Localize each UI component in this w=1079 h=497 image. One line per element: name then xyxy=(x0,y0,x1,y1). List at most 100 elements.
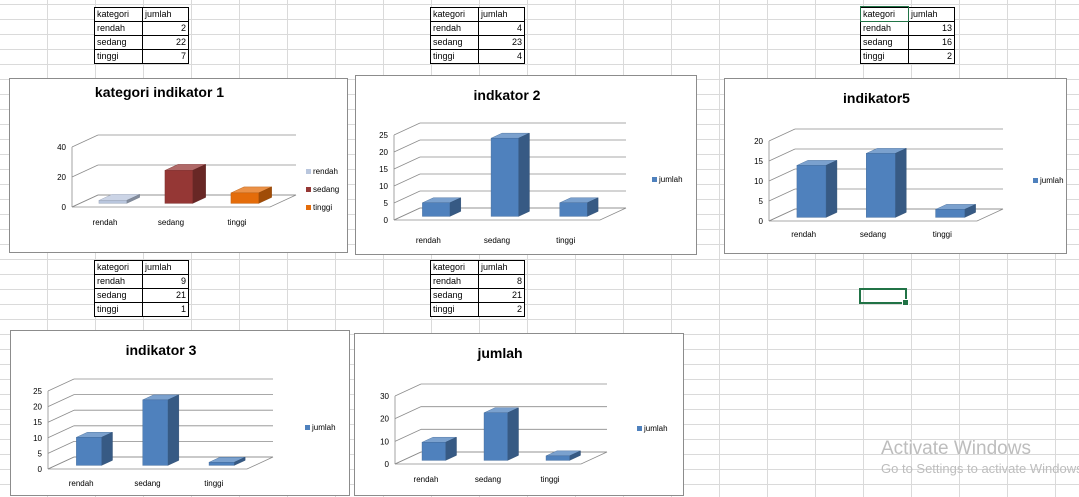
table-header-cell[interactable]: kategori xyxy=(430,7,479,22)
legend-label: jumlah xyxy=(1039,176,1064,185)
legend-label: tinggi xyxy=(313,203,332,212)
table-header-cell[interactable]: kategori xyxy=(430,260,479,275)
chart-indkator-2[interactable]: indkator 2 0 5 10 15 20 25 rendah sedang tinggi ju… xyxy=(355,75,697,255)
bar-front xyxy=(935,209,965,218)
bar-sedang[interactable] xyxy=(142,394,180,466)
table-cell[interactable]: 13 xyxy=(908,21,955,36)
bar-tinggi[interactable] xyxy=(559,197,599,217)
chart-floor xyxy=(768,208,1004,222)
x-tick-label: rendah xyxy=(414,475,439,484)
y-tick-label: 10 xyxy=(33,434,42,443)
x-tick-label: tinggi xyxy=(227,218,246,227)
chart-jumlah[interactable]: jumlah 0 10 20 30 rendah sedang tinggi jumlah xyxy=(354,333,684,496)
table-cell[interactable]: sedang xyxy=(860,35,909,50)
gridline-side xyxy=(394,428,422,442)
table-cell[interactable]: 7 xyxy=(142,49,189,64)
legend-swatch xyxy=(306,205,311,210)
table-cell[interactable]: sedang xyxy=(430,288,479,303)
bar-sedang[interactable] xyxy=(164,164,206,204)
table-header-cell[interactable]: jumlah xyxy=(142,260,189,275)
x-tick-label: sedang xyxy=(158,218,184,227)
chart-title: indikator 3 xyxy=(126,342,197,358)
bar-front xyxy=(545,455,570,461)
table-cell[interactable]: 8 xyxy=(478,274,525,289)
x-tick-label: tinggi xyxy=(540,475,559,484)
table-cell[interactable]: 23 xyxy=(478,35,525,50)
gridline-side xyxy=(47,441,75,454)
table-cell[interactable]: rendah xyxy=(430,21,479,36)
y-tick-label: 0 xyxy=(38,465,43,474)
bar-tinggi[interactable] xyxy=(230,186,272,204)
data-table-indikator-2: kategori jumlah rendah 4 sedang 23 tinggi 4 xyxy=(430,7,525,64)
y-tick-label: 20 xyxy=(380,415,389,424)
y-tick-label: 5 xyxy=(384,199,389,208)
legend-swatch xyxy=(305,425,310,430)
bar-sedang[interactable] xyxy=(490,132,530,217)
table-cell[interactable]: 2 xyxy=(908,49,955,64)
bar-front xyxy=(866,153,896,218)
bar-tinggi[interactable] xyxy=(935,204,976,218)
table-cell[interactable]: sedang xyxy=(430,35,479,50)
table-cell[interactable]: sedang xyxy=(94,35,143,50)
chart-indikator-3[interactable]: indikator 3 0 5 10 15 20 25 rendah sedang tinggi j… xyxy=(10,330,350,496)
table-cell[interactable]: sedang xyxy=(94,288,143,303)
table-cell[interactable]: 2 xyxy=(142,21,189,36)
x-tick-label: sedang xyxy=(860,230,886,239)
table-header-cell[interactable]: kategori xyxy=(860,7,909,22)
bar-rendah[interactable] xyxy=(76,431,113,466)
chart-svg: jumlah 0 10 20 30 rendah sedang tinggi jumlah xyxy=(380,345,667,484)
table-cell[interactable]: 21 xyxy=(142,288,189,303)
chart-svg: kategori indikator 1 0 20 40 rendah sedang tin… xyxy=(57,84,339,227)
bar-rendah[interactable] xyxy=(98,194,140,204)
table-header-cell[interactable]: jumlah xyxy=(478,260,525,275)
chart-svg: indikator5 0 5 10 15 20 rendah sedang tinggi juml… xyxy=(754,90,1064,239)
table-cell[interactable]: rendah xyxy=(430,274,479,289)
table-cell[interactable]: 21 xyxy=(478,288,525,303)
bar-tinggi[interactable] xyxy=(545,450,581,461)
table-header-cell[interactable]: jumlah xyxy=(142,7,189,22)
table-cell[interactable]: tinggi xyxy=(860,49,909,64)
bar-front xyxy=(796,165,827,218)
table-header-cell[interactable]: jumlah xyxy=(478,7,525,22)
bar-side xyxy=(518,132,530,217)
chart-svg: indikator 3 0 5 10 15 20 25 rendah sedang tinggi j… xyxy=(33,342,335,488)
table-header-cell[interactable]: kategori xyxy=(94,7,143,22)
table-cell[interactable]: 4 xyxy=(478,21,525,36)
table-cell[interactable]: 9 xyxy=(142,274,189,289)
chart-floor xyxy=(394,451,608,465)
chart-kategori-indikator-1[interactable]: kategori indikator 1 0 20 40 rendah sedang tin… xyxy=(9,78,348,253)
y-tick-label: 40 xyxy=(57,143,66,152)
chart-title: indkator 2 xyxy=(474,87,541,103)
bar-sedang[interactable] xyxy=(866,148,907,218)
table-cell[interactable]: tinggi xyxy=(430,302,479,317)
table-cell[interactable]: tinggi xyxy=(94,49,143,64)
bar-tinggi[interactable] xyxy=(208,456,246,466)
table-cell[interactable]: rendah xyxy=(94,274,143,289)
table-header-cell[interactable]: kategori xyxy=(94,260,143,275)
x-tick-label: tinggi xyxy=(204,479,223,488)
bar-sedang[interactable] xyxy=(483,407,519,461)
table-cell[interactable]: rendah xyxy=(94,21,143,36)
bar-front xyxy=(164,170,193,204)
bar-rendah[interactable] xyxy=(796,160,838,218)
y-tick-label: 5 xyxy=(38,449,43,458)
table-cell[interactable]: rendah xyxy=(860,21,909,36)
chart-title: jumlah xyxy=(476,345,522,361)
table-cell[interactable]: 22 xyxy=(142,35,189,50)
table-cell[interactable]: 2 xyxy=(478,302,525,317)
table-cell[interactable]: tinggi xyxy=(94,302,143,317)
table-cell[interactable]: 1 xyxy=(142,302,189,317)
table-cell[interactable]: 4 xyxy=(478,49,525,64)
bar-rendah[interactable] xyxy=(422,197,461,217)
legend-swatch xyxy=(306,169,311,174)
active-cell-selection[interactable] xyxy=(859,288,909,306)
bar-rendah[interactable] xyxy=(421,436,457,461)
table-cell[interactable]: tinggi xyxy=(430,49,479,64)
bar-front xyxy=(142,399,169,466)
gridline-side xyxy=(393,190,421,204)
table-header-cell[interactable]: jumlah xyxy=(908,7,955,22)
table-cell[interactable]: 16 xyxy=(908,35,955,50)
chart-indikator5[interactable]: indikator5 0 5 10 15 20 rendah sedang tinggi juml… xyxy=(724,78,1067,254)
bar-side xyxy=(895,148,907,218)
data-table-jumlah: kategori jumlah rendah 8 sedang 21 tinggi 2 xyxy=(430,260,525,317)
